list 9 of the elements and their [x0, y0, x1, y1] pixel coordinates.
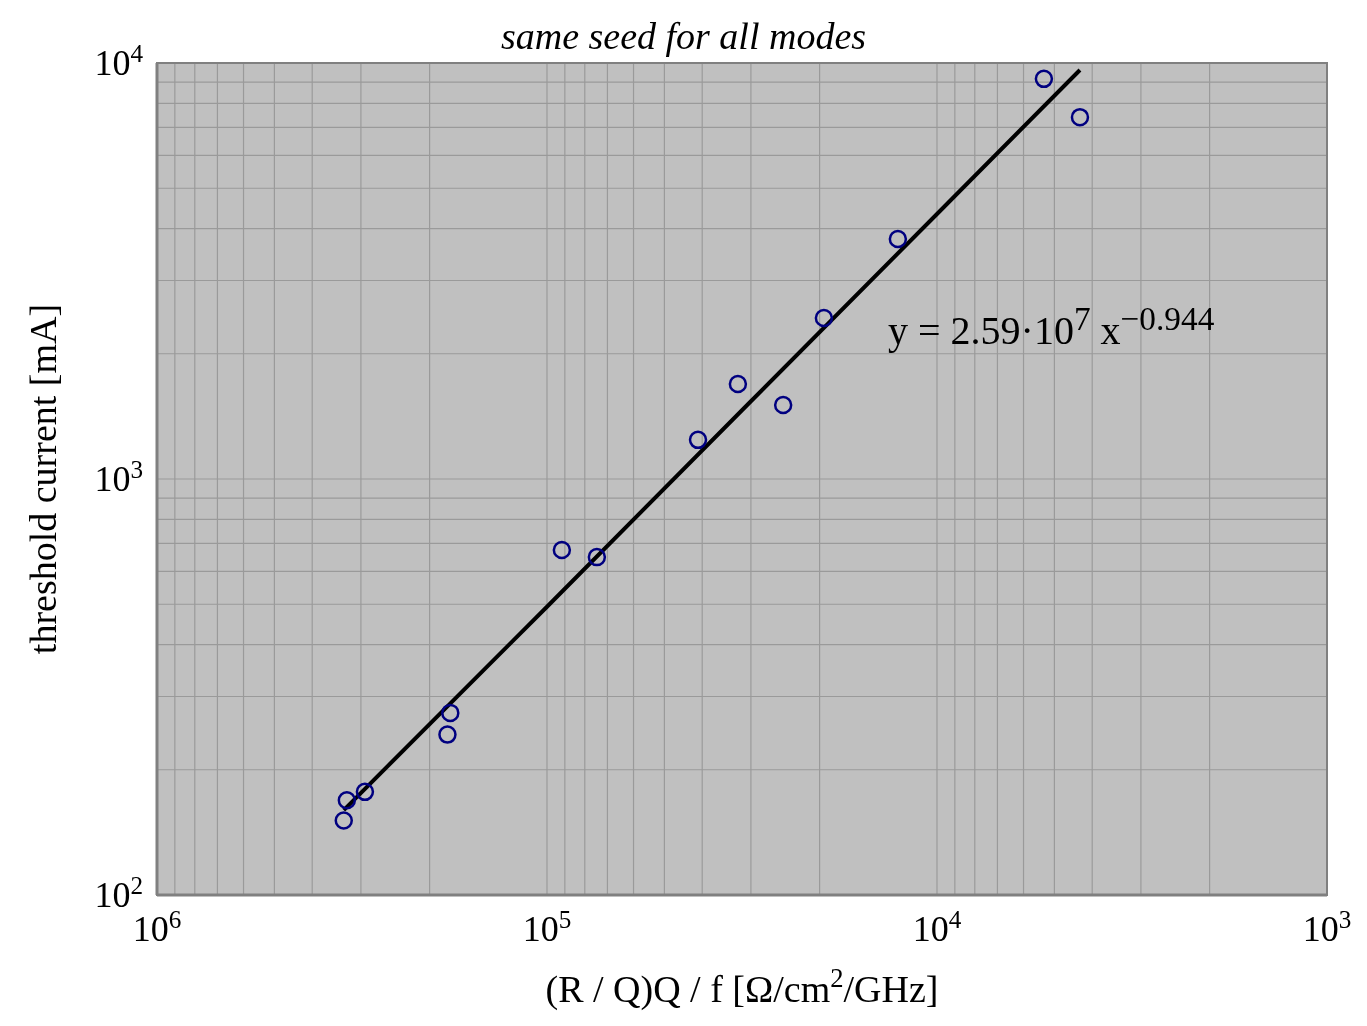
x-axis-title: (R / Q)Q / f [Ω/cm$^{2}$/GHz] [545, 963, 939, 1011]
x-tick-label: 10$^{5}$ [522, 905, 572, 949]
annotation: y = 2.59·10$^{7}$ x$^{−0.944}$ [888, 300, 1215, 355]
y-tick-label: 10$^{3}$ [94, 455, 143, 499]
y-tick-label: 10$^{4}$ [94, 39, 144, 83]
x-tick-label: 10$^{4}$ [912, 905, 962, 949]
y-axis-title: threshold current [mA] [22, 303, 64, 655]
chart-title: same seed for all modes [500, 15, 867, 57]
x-tick-label: 10$^{3}$ [1302, 905, 1352, 949]
